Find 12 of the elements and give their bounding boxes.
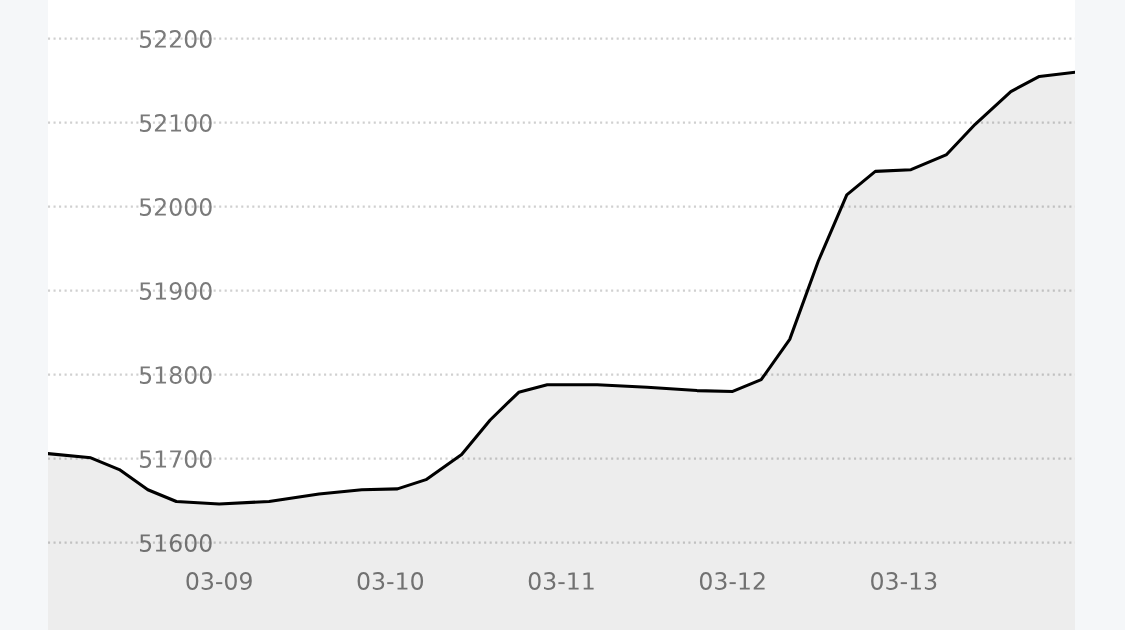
y-tick-label: 52000	[139, 198, 212, 216]
y-tick-label: 52200	[139, 30, 212, 48]
y-tick-label: 52100	[139, 114, 212, 132]
y-tick-label: 51600	[139, 534, 212, 552]
y-tick-label: 51700	[139, 450, 212, 468]
x-tick-label: 03-11	[528, 572, 594, 590]
x-tick-label: 03-12	[699, 572, 765, 590]
y-tick-label: 51900	[139, 282, 212, 300]
x-tick-label: 03-10	[357, 572, 424, 590]
x-tick-label: 03-13	[871, 572, 937, 590]
x-tick-label: 03-09	[186, 572, 252, 590]
y-tick-label: 51800	[139, 366, 212, 384]
